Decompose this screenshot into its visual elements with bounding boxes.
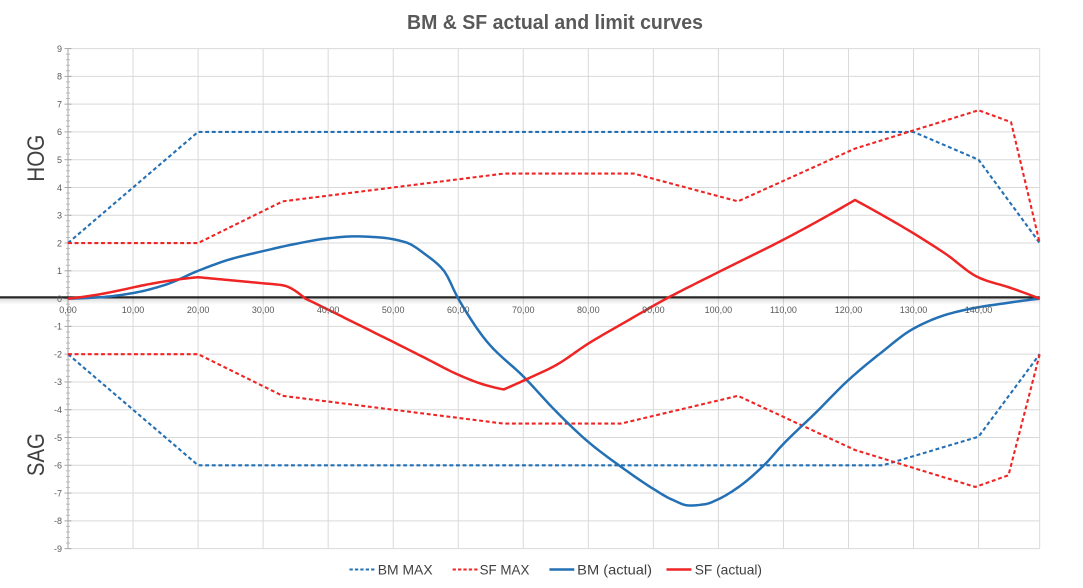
svg-text:-5: -5 <box>54 433 62 443</box>
svg-text:120,00: 120,00 <box>835 305 863 315</box>
svg-text:HOG: HOG <box>23 135 50 182</box>
svg-text:130,00: 130,00 <box>900 305 928 315</box>
svg-text:100,00: 100,00 <box>705 305 733 315</box>
svg-text:1: 1 <box>57 266 62 276</box>
svg-text:5: 5 <box>57 155 62 165</box>
svg-text:-6: -6 <box>54 461 62 471</box>
svg-text:8: 8 <box>57 72 62 82</box>
svg-text:3: 3 <box>57 211 62 221</box>
svg-text:-2: -2 <box>54 349 62 359</box>
svg-text:80,00: 80,00 <box>577 305 600 315</box>
svg-text:110,00: 110,00 <box>770 305 797 315</box>
svg-text:7: 7 <box>57 99 62 109</box>
svg-text:SAG: SAG <box>23 433 50 476</box>
svg-text:-4: -4 <box>54 405 62 415</box>
svg-text:0,00: 0,00 <box>59 305 77 315</box>
svg-text:10,00: 10,00 <box>122 305 145 315</box>
svg-text:90,00: 90,00 <box>642 305 665 315</box>
svg-text:SF MAX: SF MAX <box>480 561 530 577</box>
svg-text:60,00: 60,00 <box>447 305 470 315</box>
svg-text:70,00: 70,00 <box>512 305 535 315</box>
svg-text:40,00: 40,00 <box>317 305 340 315</box>
svg-text:30,00: 30,00 <box>252 305 275 315</box>
svg-text:-3: -3 <box>54 377 62 387</box>
svg-text:20,00: 20,00 <box>187 305 210 315</box>
svg-text:-9: -9 <box>54 544 62 554</box>
svg-text:50,00: 50,00 <box>382 305 405 315</box>
svg-text:140,00: 140,00 <box>965 305 993 315</box>
svg-text:BM (actual): BM (actual) <box>577 561 652 577</box>
svg-text:9: 9 <box>57 44 62 54</box>
svg-text:-1: -1 <box>54 322 62 332</box>
svg-text:0: 0 <box>57 294 62 304</box>
svg-text:SF (actual): SF (actual) <box>695 561 762 577</box>
svg-text:2: 2 <box>57 238 62 248</box>
svg-text:4: 4 <box>57 183 62 193</box>
svg-text:-7: -7 <box>54 488 62 498</box>
svg-text:BM MAX: BM MAX <box>378 561 433 577</box>
svg-text:-8: -8 <box>54 516 62 526</box>
svg-text:6: 6 <box>57 127 62 137</box>
svg-text:BM & SF actual and limit curve: BM & SF actual and limit curves <box>407 12 703 34</box>
